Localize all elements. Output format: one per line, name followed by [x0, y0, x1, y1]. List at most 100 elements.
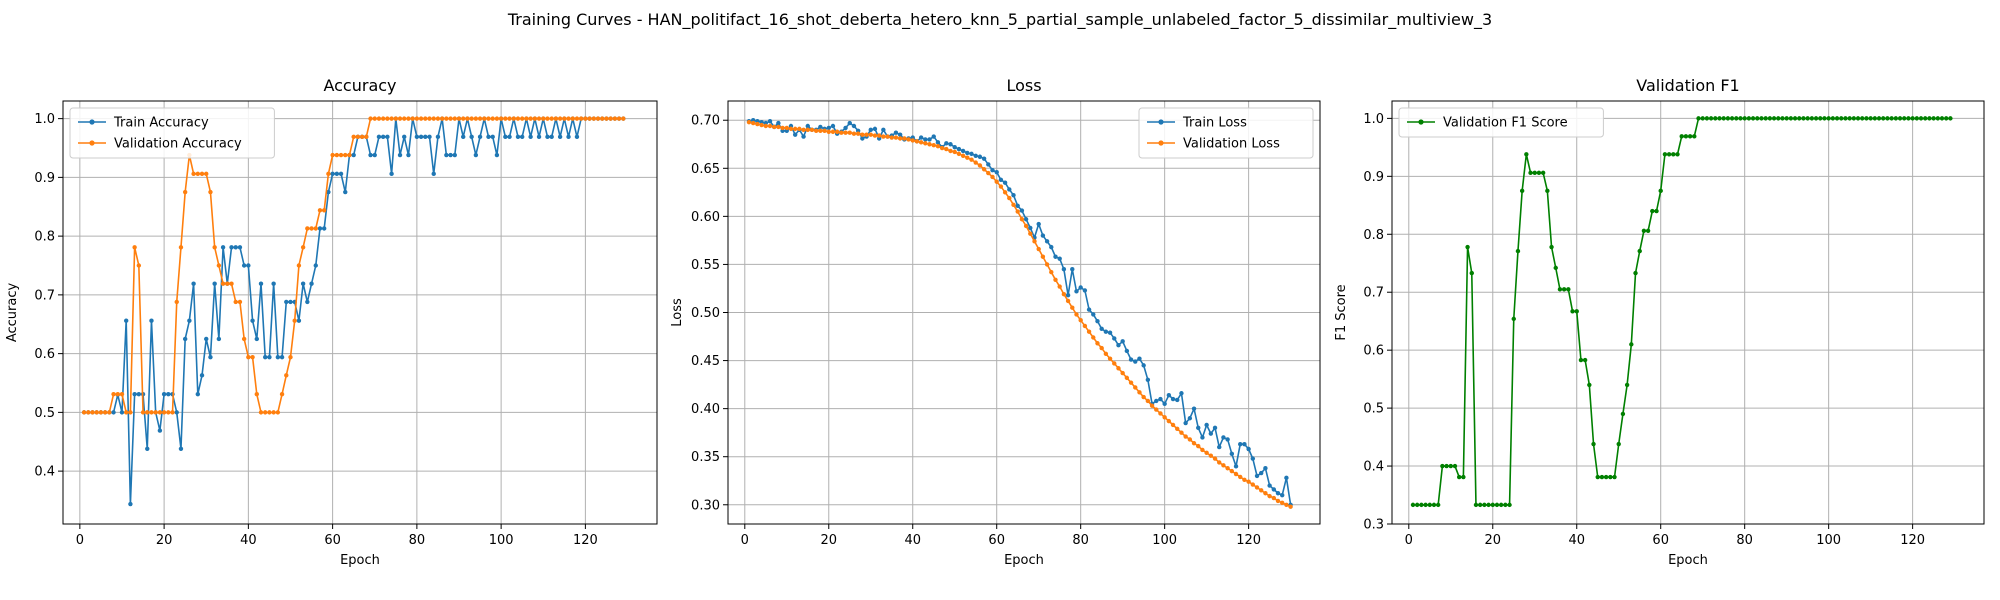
data-point: [145, 410, 150, 415]
data-point: [119, 410, 125, 415]
data-point: [1019, 217, 1025, 222]
data-point: [1002, 190, 1008, 195]
data-point: [225, 281, 230, 286]
series-validation-accuracy: [81, 116, 626, 415]
data-point: [1566, 287, 1571, 292]
data-point: [1246, 446, 1251, 452]
data-point: [98, 410, 104, 415]
data-point: [801, 127, 806, 133]
data-point: [1116, 366, 1121, 371]
data-point: [477, 134, 483, 140]
data-point: [1242, 477, 1247, 482]
data-point: [1851, 116, 1857, 121]
data-point: [1280, 492, 1285, 498]
data-point: [1881, 116, 1886, 121]
data-point: [977, 163, 983, 168]
data-point: [229, 245, 234, 250]
data-point: [380, 116, 386, 121]
data-point: [809, 127, 815, 133]
data-point: [830, 129, 836, 134]
data-point: [1036, 246, 1041, 252]
data-point: [486, 134, 491, 140]
data-point: [1023, 223, 1029, 229]
data-point: [1137, 390, 1142, 395]
data-point: [498, 116, 504, 121]
data-point: [1170, 396, 1176, 402]
data-point: [1179, 391, 1184, 396]
data-point: [1107, 356, 1113, 361]
data-point: [418, 134, 424, 140]
y-tick-label: 0.6: [34, 347, 55, 362]
data-point: [977, 154, 983, 159]
y-tick-label: 0.5: [34, 406, 55, 421]
data-point: [1028, 225, 1033, 231]
data-point: [275, 354, 281, 360]
data-point: [1427, 502, 1432, 508]
data-point: [216, 336, 222, 342]
chart-panel-3: 0 20 40 60 80 100 120 0.3 0.4 0.5 0.6 0.7 0.8 0.9 1.0 V…: [1334, 76, 1985, 568]
data-point: [1843, 116, 1848, 121]
data-point: [267, 410, 272, 415]
data-point: [1049, 244, 1054, 250]
data-point: [208, 354, 213, 360]
data-point: [452, 116, 457, 121]
data-point: [1238, 474, 1243, 480]
figure-title: Training Curves - HAN_politifact_16_shot…: [507, 10, 1493, 29]
data-point: [1515, 248, 1521, 254]
data-point: [1906, 116, 1911, 121]
data-point: [843, 125, 848, 131]
data-point: [1288, 504, 1293, 509]
data-point: [1158, 411, 1163, 416]
data-point: [351, 134, 356, 140]
data-point: [1826, 116, 1831, 121]
data-point: [1120, 370, 1125, 376]
data-point: [767, 123, 773, 129]
data-point: [1044, 239, 1050, 244]
data-point: [1145, 398, 1151, 404]
data-point: [1524, 152, 1529, 157]
data-point: [1238, 442, 1243, 447]
data-point: [1128, 380, 1134, 385]
data-point: [1889, 116, 1894, 121]
data-point: [1519, 188, 1525, 194]
data-point: [1166, 392, 1172, 398]
data-point: [834, 129, 840, 134]
data-point: [233, 299, 238, 305]
data-point: [364, 134, 369, 140]
data-point: [1162, 415, 1167, 420]
data-point: [461, 134, 466, 140]
data-point: [935, 143, 941, 149]
data-point: [1061, 267, 1067, 272]
y-tick-label: 1.0: [1363, 112, 1384, 127]
data-point: [503, 116, 508, 121]
data-point: [1070, 267, 1075, 272]
data-point: [305, 299, 310, 305]
data-point: [402, 134, 407, 140]
data-point: [1082, 288, 1088, 293]
data-point: [1511, 316, 1516, 322]
data-point: [1948, 116, 1953, 121]
data-point: [1263, 466, 1268, 471]
data-point: [528, 134, 533, 140]
data-point: [851, 123, 857, 129]
data-point: [1839, 116, 1844, 121]
data-point: [549, 134, 554, 140]
x-tick-label: 80: [1736, 533, 1753, 548]
data-point: [1893, 116, 1899, 121]
data-point: [338, 171, 344, 177]
x-axis-label: Epoch: [340, 553, 380, 568]
data-point: [860, 136, 865, 141]
data-point: [1191, 406, 1197, 411]
data-point: [1456, 474, 1462, 480]
data-point: [1662, 152, 1668, 157]
data-point: [1145, 377, 1151, 382]
data-point: [1183, 420, 1188, 426]
data-point: [1914, 116, 1920, 121]
data-point: [952, 144, 957, 150]
data-point: [578, 116, 584, 121]
data-point: [275, 410, 281, 415]
legend: Train Loss Validation Loss: [1138, 107, 1314, 159]
data-point: [1183, 434, 1188, 439]
data-point: [612, 116, 618, 121]
data-point: [1254, 485, 1260, 490]
